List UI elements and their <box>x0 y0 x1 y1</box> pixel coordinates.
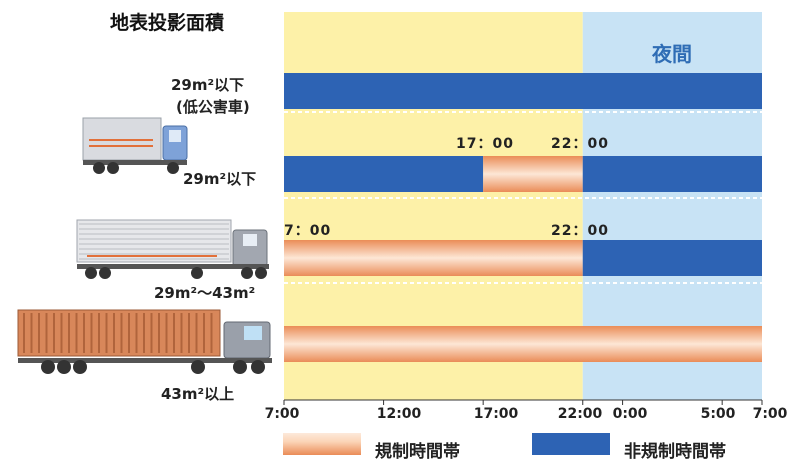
annotation-row1-end: 22：00 <box>551 136 609 152</box>
bar-row-1-segment-0 <box>284 156 484 192</box>
truck-icon-medium <box>76 219 269 279</box>
tick-label-5: 5:00 <box>700 406 736 422</box>
category-label-2: 29m²〜43m² <box>154 284 256 302</box>
legend-label-regulated: 規制時間帯 <box>375 442 460 462</box>
annotation-row2-start: 7：00 <box>284 223 332 239</box>
bar-row-2-segment-1 <box>582 240 762 276</box>
legend-swatch-non-regulated <box>532 433 610 455</box>
bar-row-1-segment-1 <box>483 156 583 192</box>
category-label-3: 43m²以上 <box>161 385 235 403</box>
chart-title: 地表投影面積 <box>110 12 225 34</box>
tick-label-6: 7:00 <box>752 406 788 422</box>
bar-row-2-segment-0 <box>284 240 583 276</box>
legend-label-non-regulated: 非規制時間帯 <box>624 442 726 462</box>
bar-row-3-segment-0 <box>284 326 762 362</box>
category-label-1: 29m²以下 <box>183 170 257 188</box>
category-label-0-line-1: (低公害車) <box>176 98 250 116</box>
tick-label-0: 7:00 <box>264 406 300 422</box>
legend-swatch-regulated <box>283 433 361 455</box>
tick-label-3: 22:00 <box>557 406 603 422</box>
bar-row-1-segment-2 <box>582 156 762 192</box>
tick-label-4: 0:00 <box>612 406 648 422</box>
annotation-row2-end: 22：00 <box>551 223 609 239</box>
truck-icon-small <box>82 117 188 174</box>
tick-label-2: 17:00 <box>473 406 519 422</box>
bar-row-0-segment-0 <box>284 73 762 109</box>
tick-label-1: 12:00 <box>376 406 422 422</box>
annotation-row1-start: 17：00 <box>456 136 514 152</box>
category-label-0-line-0: 29m²以下 <box>171 76 245 94</box>
truck-icon-large <box>17 309 272 374</box>
night-label: 夜間 <box>652 42 692 66</box>
